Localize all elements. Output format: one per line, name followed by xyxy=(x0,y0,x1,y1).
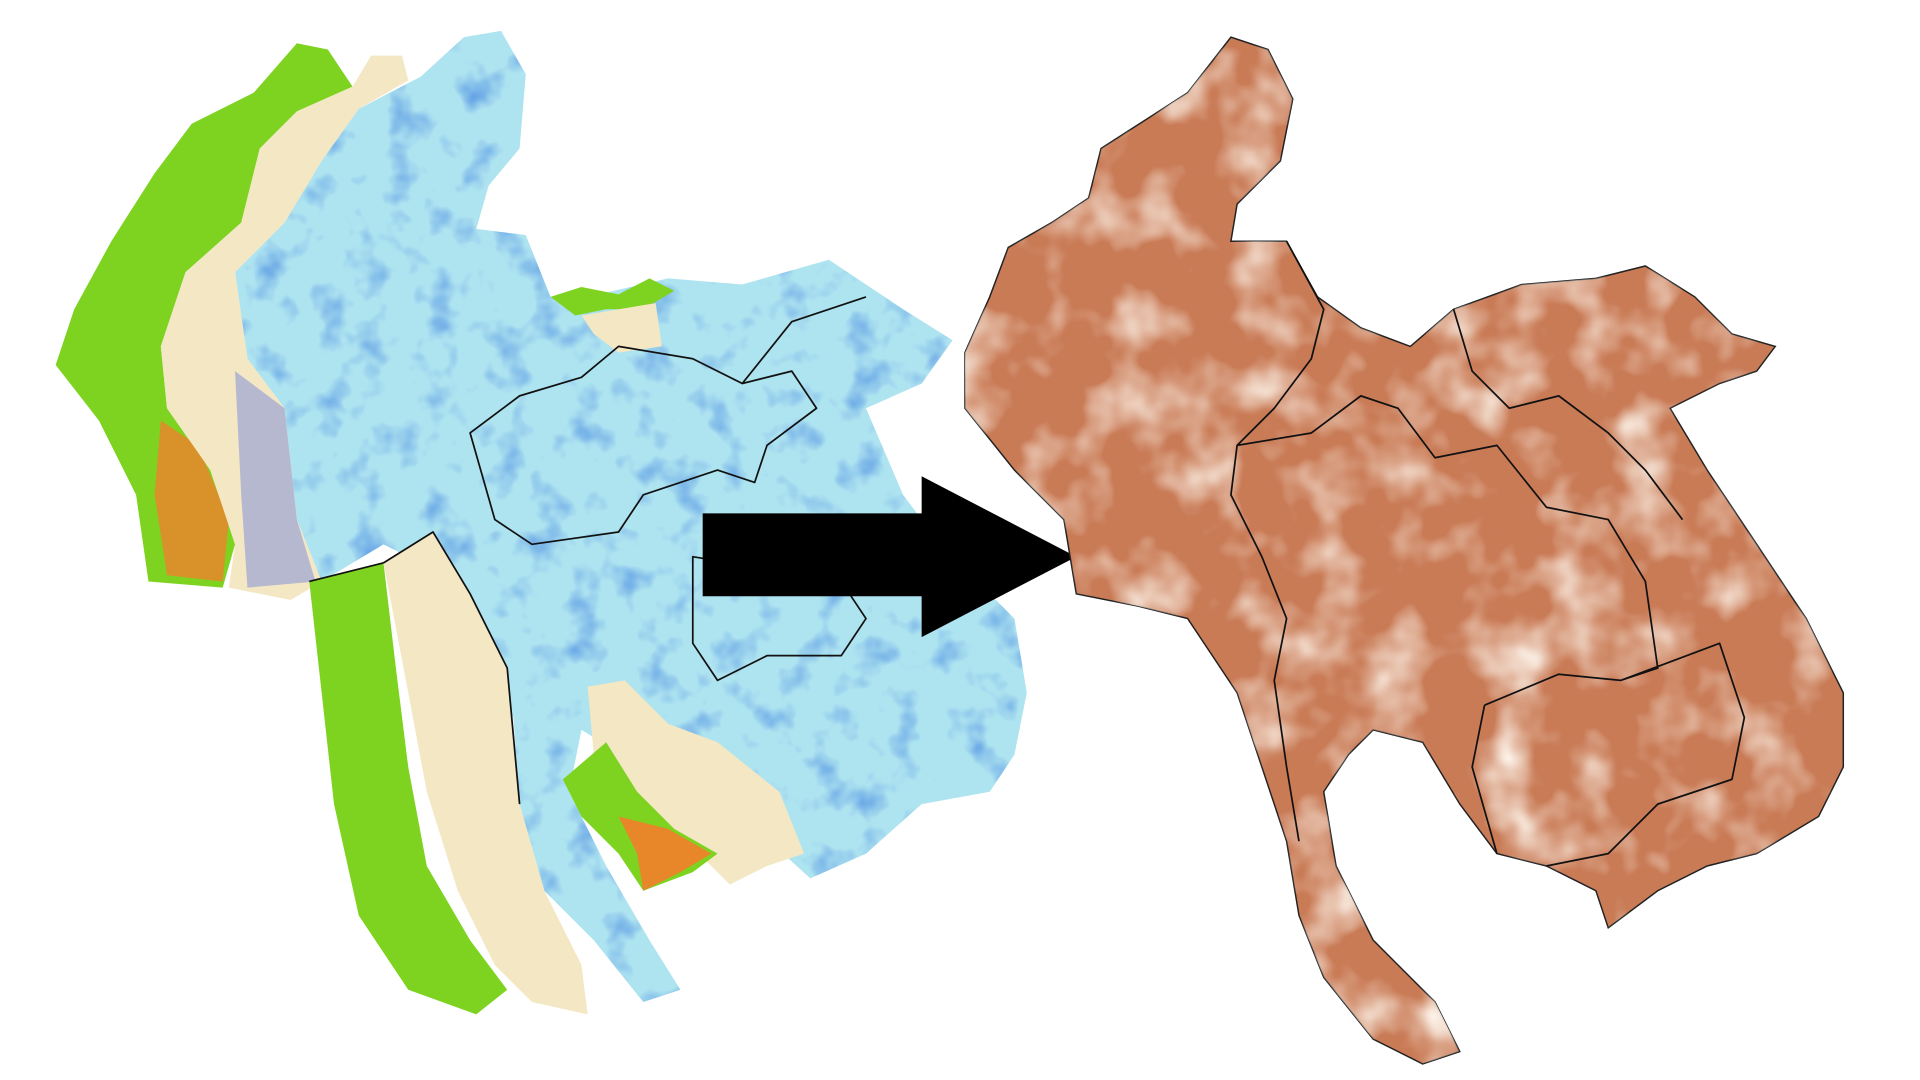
region-orange-southeast xyxy=(618,816,712,891)
region-brown-light xyxy=(964,37,1844,1064)
region-beige-south xyxy=(383,531,588,1015)
region-green-south xyxy=(309,562,508,1015)
region-beige-west xyxy=(160,55,409,600)
right-borders xyxy=(1230,240,1746,867)
region-purple-west xyxy=(235,371,316,588)
region-orange-west xyxy=(154,420,229,582)
left-map xyxy=(55,30,1027,1015)
left-borders xyxy=(309,296,867,805)
region-beige-north xyxy=(581,303,662,353)
region-blue-texture xyxy=(235,30,1027,1003)
right-map xyxy=(964,36,1845,1065)
region-green-west xyxy=(55,43,353,588)
region-beige-southeast xyxy=(587,680,805,885)
arrow xyxy=(702,476,1077,638)
